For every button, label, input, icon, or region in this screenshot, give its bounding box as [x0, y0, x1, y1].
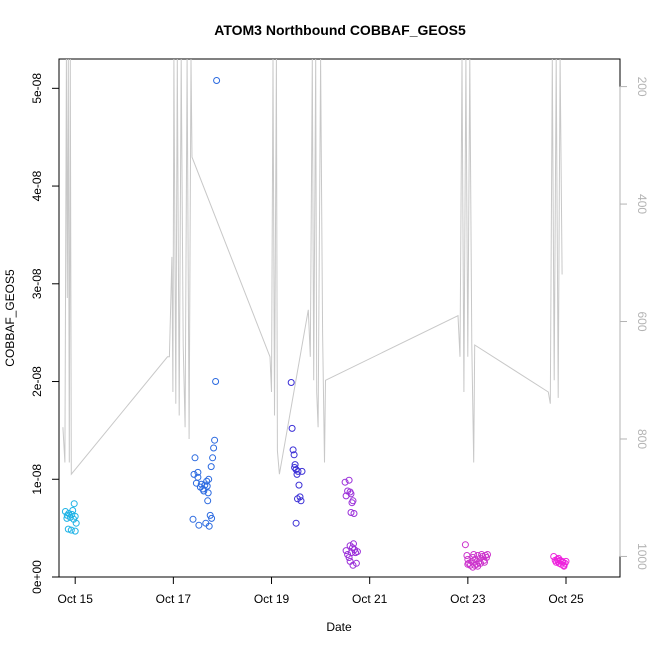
data-point: [61, 508, 69, 515]
data-point: [298, 467, 306, 475]
data-point: [204, 489, 212, 497]
data-point: [295, 481, 303, 489]
x-axis: Oct 15 Oct 17 Oct 19 Oct 21 Oct 23 Oct 25: [58, 576, 584, 606]
y-axis-label: COBBAF_GEOS5: [3, 269, 17, 367]
data-point: [209, 454, 217, 462]
data-point: [210, 444, 218, 452]
data-point: [292, 519, 300, 527]
chart-title: ATOM3 Northbound COBBAF_GEOS5: [214, 22, 466, 38]
data-point: [346, 542, 354, 550]
data-point: [69, 507, 77, 514]
x-tick-label: Oct 25: [548, 592, 584, 606]
series-2: [287, 379, 306, 527]
right-tick-label: 1000: [635, 543, 649, 570]
right-tick-label: 400: [635, 194, 649, 214]
data-point: [477, 559, 485, 567]
x-axis-label: Date: [326, 620, 352, 634]
data-point: [293, 470, 301, 478]
data-point: [191, 454, 199, 462]
series-5: [550, 553, 570, 570]
data-point: [345, 476, 353, 484]
data-point: [212, 378, 220, 385]
data-point: [463, 552, 471, 559]
data-point: [189, 515, 197, 523]
data-point: [290, 451, 298, 459]
data-point: [205, 475, 213, 483]
y-axis: 0e+00 1e-08 2e-08 3e-08 4e-08 5e-08: [30, 73, 60, 594]
data-point: [291, 464, 299, 471]
series-0: [61, 500, 80, 535]
points-layer: [61, 77, 570, 571]
x-tick-label: Oct 21: [352, 592, 388, 606]
data-point: [72, 519, 80, 527]
data-point: [469, 563, 477, 571]
data-point: [289, 446, 297, 454]
data-point: [287, 379, 295, 386]
x-tick-label: Oct 17: [156, 592, 192, 606]
data-point: [352, 559, 360, 567]
x-tick-label: Oct 19: [254, 592, 290, 606]
x-tick-label: Oct 15: [58, 592, 94, 606]
data-point: [294, 467, 302, 475]
series-4: [461, 541, 491, 571]
data-point: [205, 522, 213, 530]
data-point: [203, 482, 211, 490]
data-point: [71, 527, 79, 535]
y-tick-label: 2e-08: [30, 366, 44, 397]
data-point: [194, 468, 202, 476]
altitude-line: [62, 58, 563, 476]
data-point: [64, 525, 72, 533]
data-point: [347, 509, 355, 516]
y-tick-label: 0e+00: [30, 560, 44, 594]
data-point: [203, 477, 211, 485]
y-tick-label: 3e-08: [30, 268, 44, 299]
series-1: [189, 77, 221, 530]
data-point: [291, 461, 299, 469]
y-tick-label: 4e-08: [30, 170, 44, 201]
plot-frame: [58, 58, 621, 578]
data-point: [471, 561, 479, 569]
data-point: [67, 526, 75, 534]
right-tick-label: 200: [635, 77, 649, 97]
y-tick-label: 1e-08: [30, 464, 44, 495]
data-point: [470, 551, 478, 558]
data-point: [194, 473, 202, 481]
x-tick-label: Oct 23: [450, 592, 486, 606]
data-point: [555, 554, 563, 562]
series-3: [341, 476, 361, 569]
data-point: [63, 514, 71, 522]
y-tick-label: 5e-08: [30, 73, 44, 104]
data-point: [353, 548, 361, 556]
data-point: [347, 490, 355, 498]
data-point: [211, 436, 219, 444]
data-point: [341, 478, 349, 486]
data-point: [204, 497, 212, 505]
data-point: [294, 495, 301, 503]
data-point: [349, 497, 357, 505]
data-point: [481, 558, 488, 566]
data-point: [349, 561, 357, 569]
right-tick-label: 800: [635, 429, 649, 449]
altitude-line-layer: [62, 58, 563, 476]
right-tick-label: 600: [635, 312, 649, 332]
data-point: [461, 541, 469, 549]
data-point: [350, 510, 358, 517]
data-point: [70, 500, 78, 508]
data-point: [560, 561, 568, 569]
data-point: [297, 497, 305, 505]
data-point: [288, 424, 296, 432]
right-axis: 200 400 600 800 1000: [619, 77, 649, 570]
data-point: [464, 560, 472, 568]
data-point: [208, 514, 216, 522]
data-point: [195, 521, 203, 529]
data-point: [484, 551, 491, 558]
data-point: [71, 512, 79, 520]
data-point: [207, 463, 215, 471]
data-point: [213, 77, 221, 84]
